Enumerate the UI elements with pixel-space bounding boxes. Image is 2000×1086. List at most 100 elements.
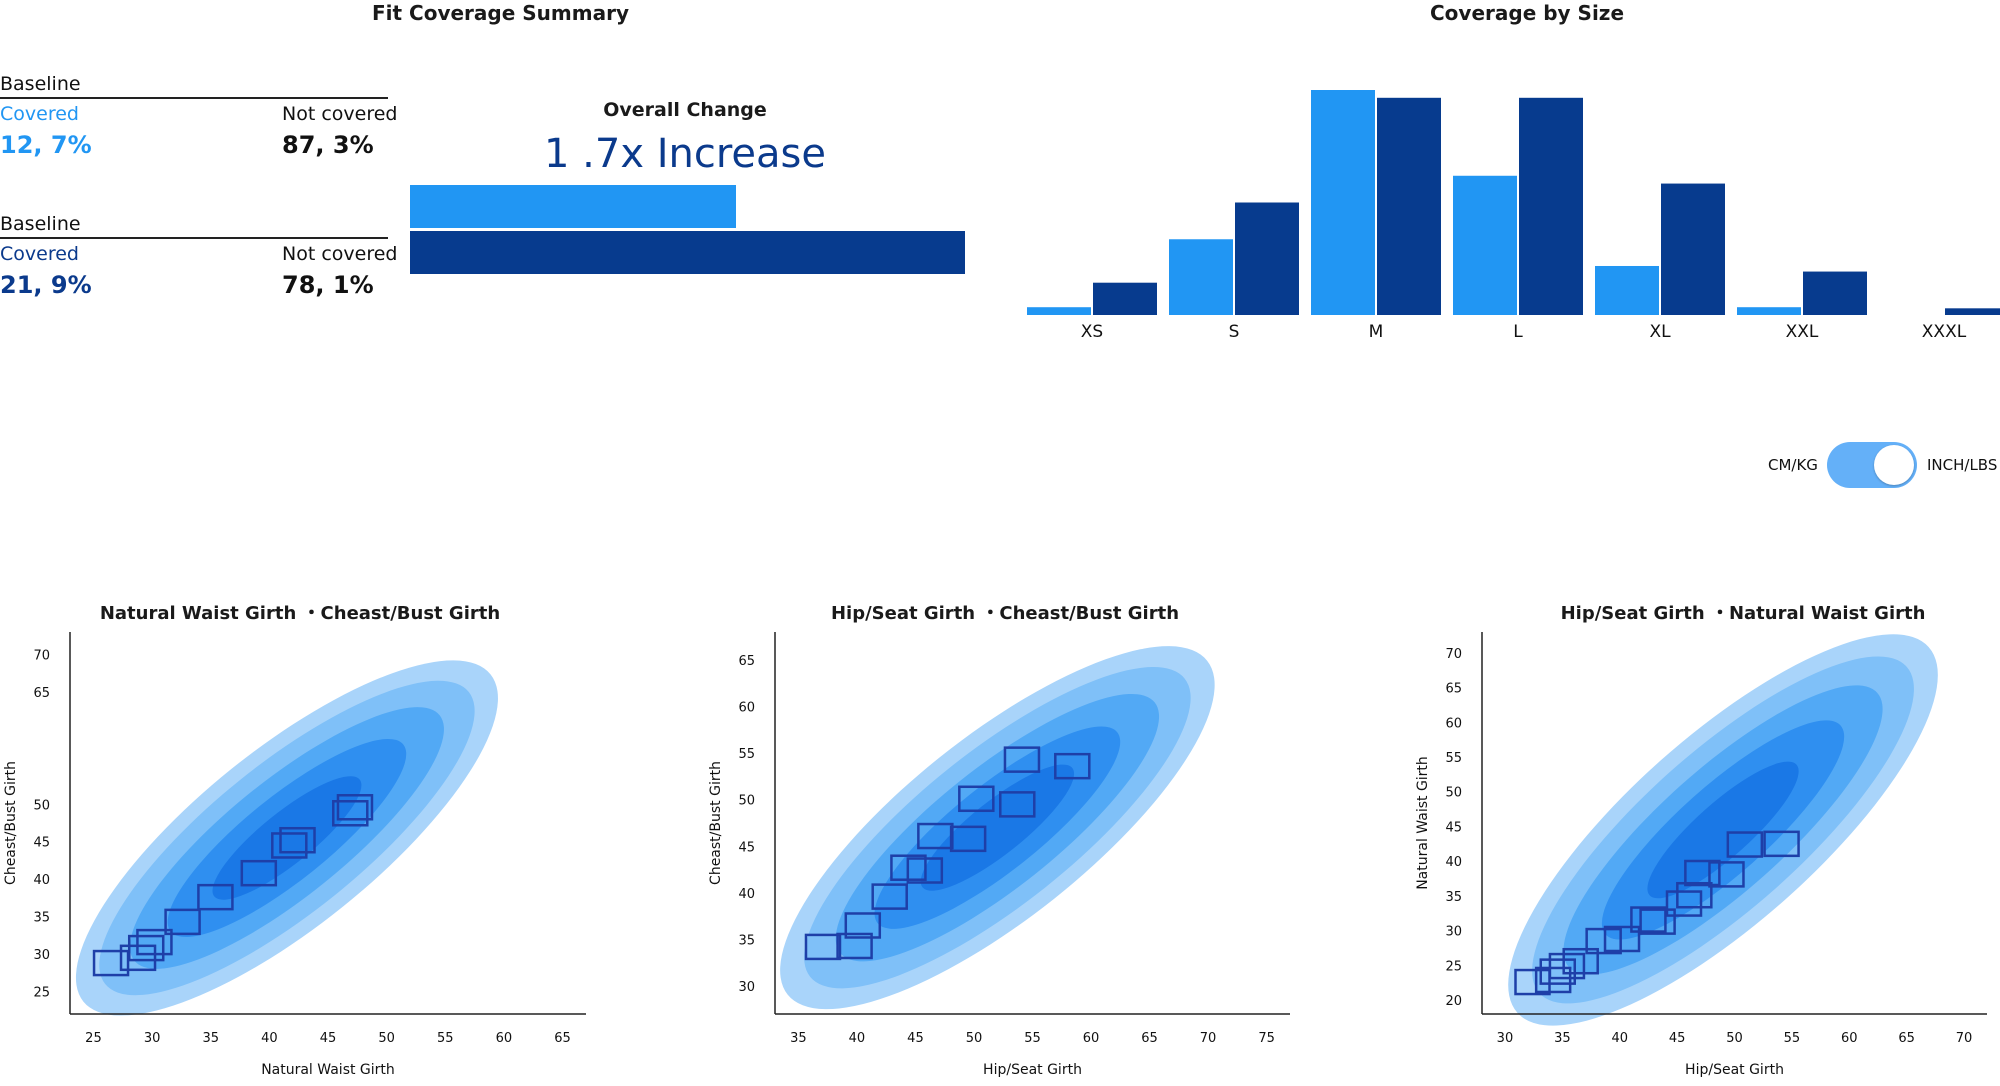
size-box	[136, 928, 173, 956]
scatter-1-title: Natural Waist Girth ・Cheast/Bust Girth	[99, 603, 501, 624]
scatter-2-title: Hip/Seat Girth ・Cheast/Bust Girth	[830, 603, 1180, 624]
size-box	[999, 791, 1036, 818]
x-axis-label: Natural Waist Girth	[261, 1062, 395, 1078]
y-tick-label: 45	[33, 836, 50, 851]
y-tick-label: 65	[1445, 682, 1462, 697]
density-cloud	[1508, 634, 1938, 1026]
y-tick-label: 50	[738, 794, 755, 809]
size-bar-l	[1519, 97, 1583, 315]
y-tick-label: 35	[1445, 890, 1462, 905]
density-cloud	[75, 660, 498, 1016]
y-tick-label: 70	[1445, 647, 1462, 662]
size-box	[836, 932, 873, 960]
x-tick-label: 65	[1141, 1031, 1158, 1046]
y-tick-label: 40	[738, 887, 755, 902]
y-tick-label: 50	[33, 798, 50, 813]
size-bar-s	[1169, 239, 1233, 315]
size-box	[1630, 906, 1667, 933]
toggle-knob[interactable]	[1874, 445, 1914, 485]
density-cloud	[780, 646, 1215, 1010]
size-box	[92, 949, 130, 977]
baseline-label: Baseline	[0, 213, 81, 235]
size-box	[127, 934, 165, 962]
x-tick-label: 35	[790, 1031, 807, 1046]
summary-title: Fit Coverage Summary	[372, 1, 629, 25]
x-tick-label: 65	[554, 1031, 571, 1046]
size-box	[197, 883, 234, 911]
size-bar-xs	[1093, 282, 1157, 315]
size-box	[1708, 861, 1745, 888]
x-tick-label: 45	[907, 1031, 924, 1046]
y-tick-label: 30	[738, 980, 755, 995]
size-box	[1534, 966, 1572, 994]
scatter-chart-waist-chest: 25 30 35 40 45 50 55 60 65 25 30 35 40 45 50 65 70 Natura…	[3, 632, 586, 1078]
y-tick-label: 40	[1445, 855, 1462, 870]
size-box	[164, 908, 201, 936]
scatter-chart-hip-chest: 35 40 45 50 55 60 65 70 75 30 35 40 45 50 55 60 65 Hip/Se…	[708, 632, 1290, 1078]
x-tick-label: 35	[202, 1031, 219, 1046]
size-box	[844, 912, 882, 939]
y-tick-label: 60	[738, 701, 755, 716]
coverage-by-size-chart: XS S M L XL XXL XXXL	[1027, 90, 2000, 342]
x-tick-label: 60	[496, 1031, 513, 1046]
x-tick-label: 30	[1497, 1031, 1514, 1046]
x-tick-label: 40	[849, 1031, 866, 1046]
size-box	[1585, 927, 1622, 955]
x-tick-label: 55	[1024, 1031, 1041, 1046]
row-divider	[0, 237, 388, 239]
x-tick-label: 75	[1258, 1031, 1275, 1046]
not-covered-value: 87, 3%	[282, 131, 374, 159]
size-box	[871, 883, 908, 910]
size-box	[1562, 947, 1599, 975]
unit-toggle[interactable]	[1827, 442, 1917, 488]
size-box	[279, 826, 316, 854]
size-bar-s	[1235, 202, 1299, 315]
row-divider	[0, 97, 388, 99]
not-covered-value: 78, 1%	[282, 271, 374, 299]
y-axis-label: Cheast/Bust Girth	[3, 761, 19, 885]
size-bar-l	[1453, 175, 1517, 315]
x-tick-label: 45	[1669, 1031, 1686, 1046]
size-box	[1603, 925, 1641, 953]
x-tick-label: 70	[1200, 1031, 1217, 1046]
y-tick-label: 70	[33, 648, 50, 663]
size-bar-m	[1311, 90, 1375, 315]
y-tick-label: 30	[33, 948, 50, 963]
x-axis-label: Hip/Seat Girth	[983, 1062, 1082, 1078]
size-box	[1665, 890, 1703, 917]
size-tick-label: L	[1513, 322, 1523, 342]
size-tick-label: XXXL	[1922, 322, 1967, 342]
x-tick-label: 25	[85, 1031, 102, 1046]
size-box	[1639, 908, 1676, 935]
size-bar-xxl	[1737, 307, 1801, 315]
y-tick-label: 50	[1445, 786, 1462, 801]
y-tick-label: 45	[738, 840, 755, 855]
overall-change-title: Overall Change	[603, 99, 767, 121]
x-tick-label: 50	[1726, 1031, 1743, 1046]
size-bar-xl	[1595, 265, 1659, 315]
y-tick-label: 55	[1445, 751, 1462, 766]
size-bar-xl	[1661, 183, 1725, 315]
baseline-coverage-bar	[410, 185, 737, 228]
size-box	[1054, 752, 1091, 780]
y-tick-label: 35	[33, 911, 50, 926]
size-box	[1684, 859, 1721, 887]
covered-label: Covered	[0, 243, 79, 265]
y-tick-label: 65	[33, 686, 50, 701]
size-bar-xxxl	[1945, 308, 2000, 315]
y-tick-label: 55	[738, 747, 755, 762]
x-tick-label: 35	[1554, 1031, 1571, 1046]
y-tick-label: 45	[1445, 820, 1462, 835]
y-tick-label: 35	[738, 933, 755, 948]
size-tick-label: XS	[1081, 322, 1103, 342]
not-covered-label: Not covered	[282, 103, 398, 125]
size-tick-label: XL	[1649, 322, 1671, 342]
y-axis-label: Cheast/Bust Girth	[708, 761, 724, 885]
covered-label: Covered	[0, 103, 79, 125]
y-tick-label: 25	[33, 986, 50, 1001]
size-box	[336, 794, 374, 821]
y-axis-label: Natural Waist Girth	[1415, 756, 1431, 890]
covered-value: 21, 9%	[0, 271, 92, 299]
size-box	[240, 859, 278, 887]
size-box	[804, 933, 842, 961]
